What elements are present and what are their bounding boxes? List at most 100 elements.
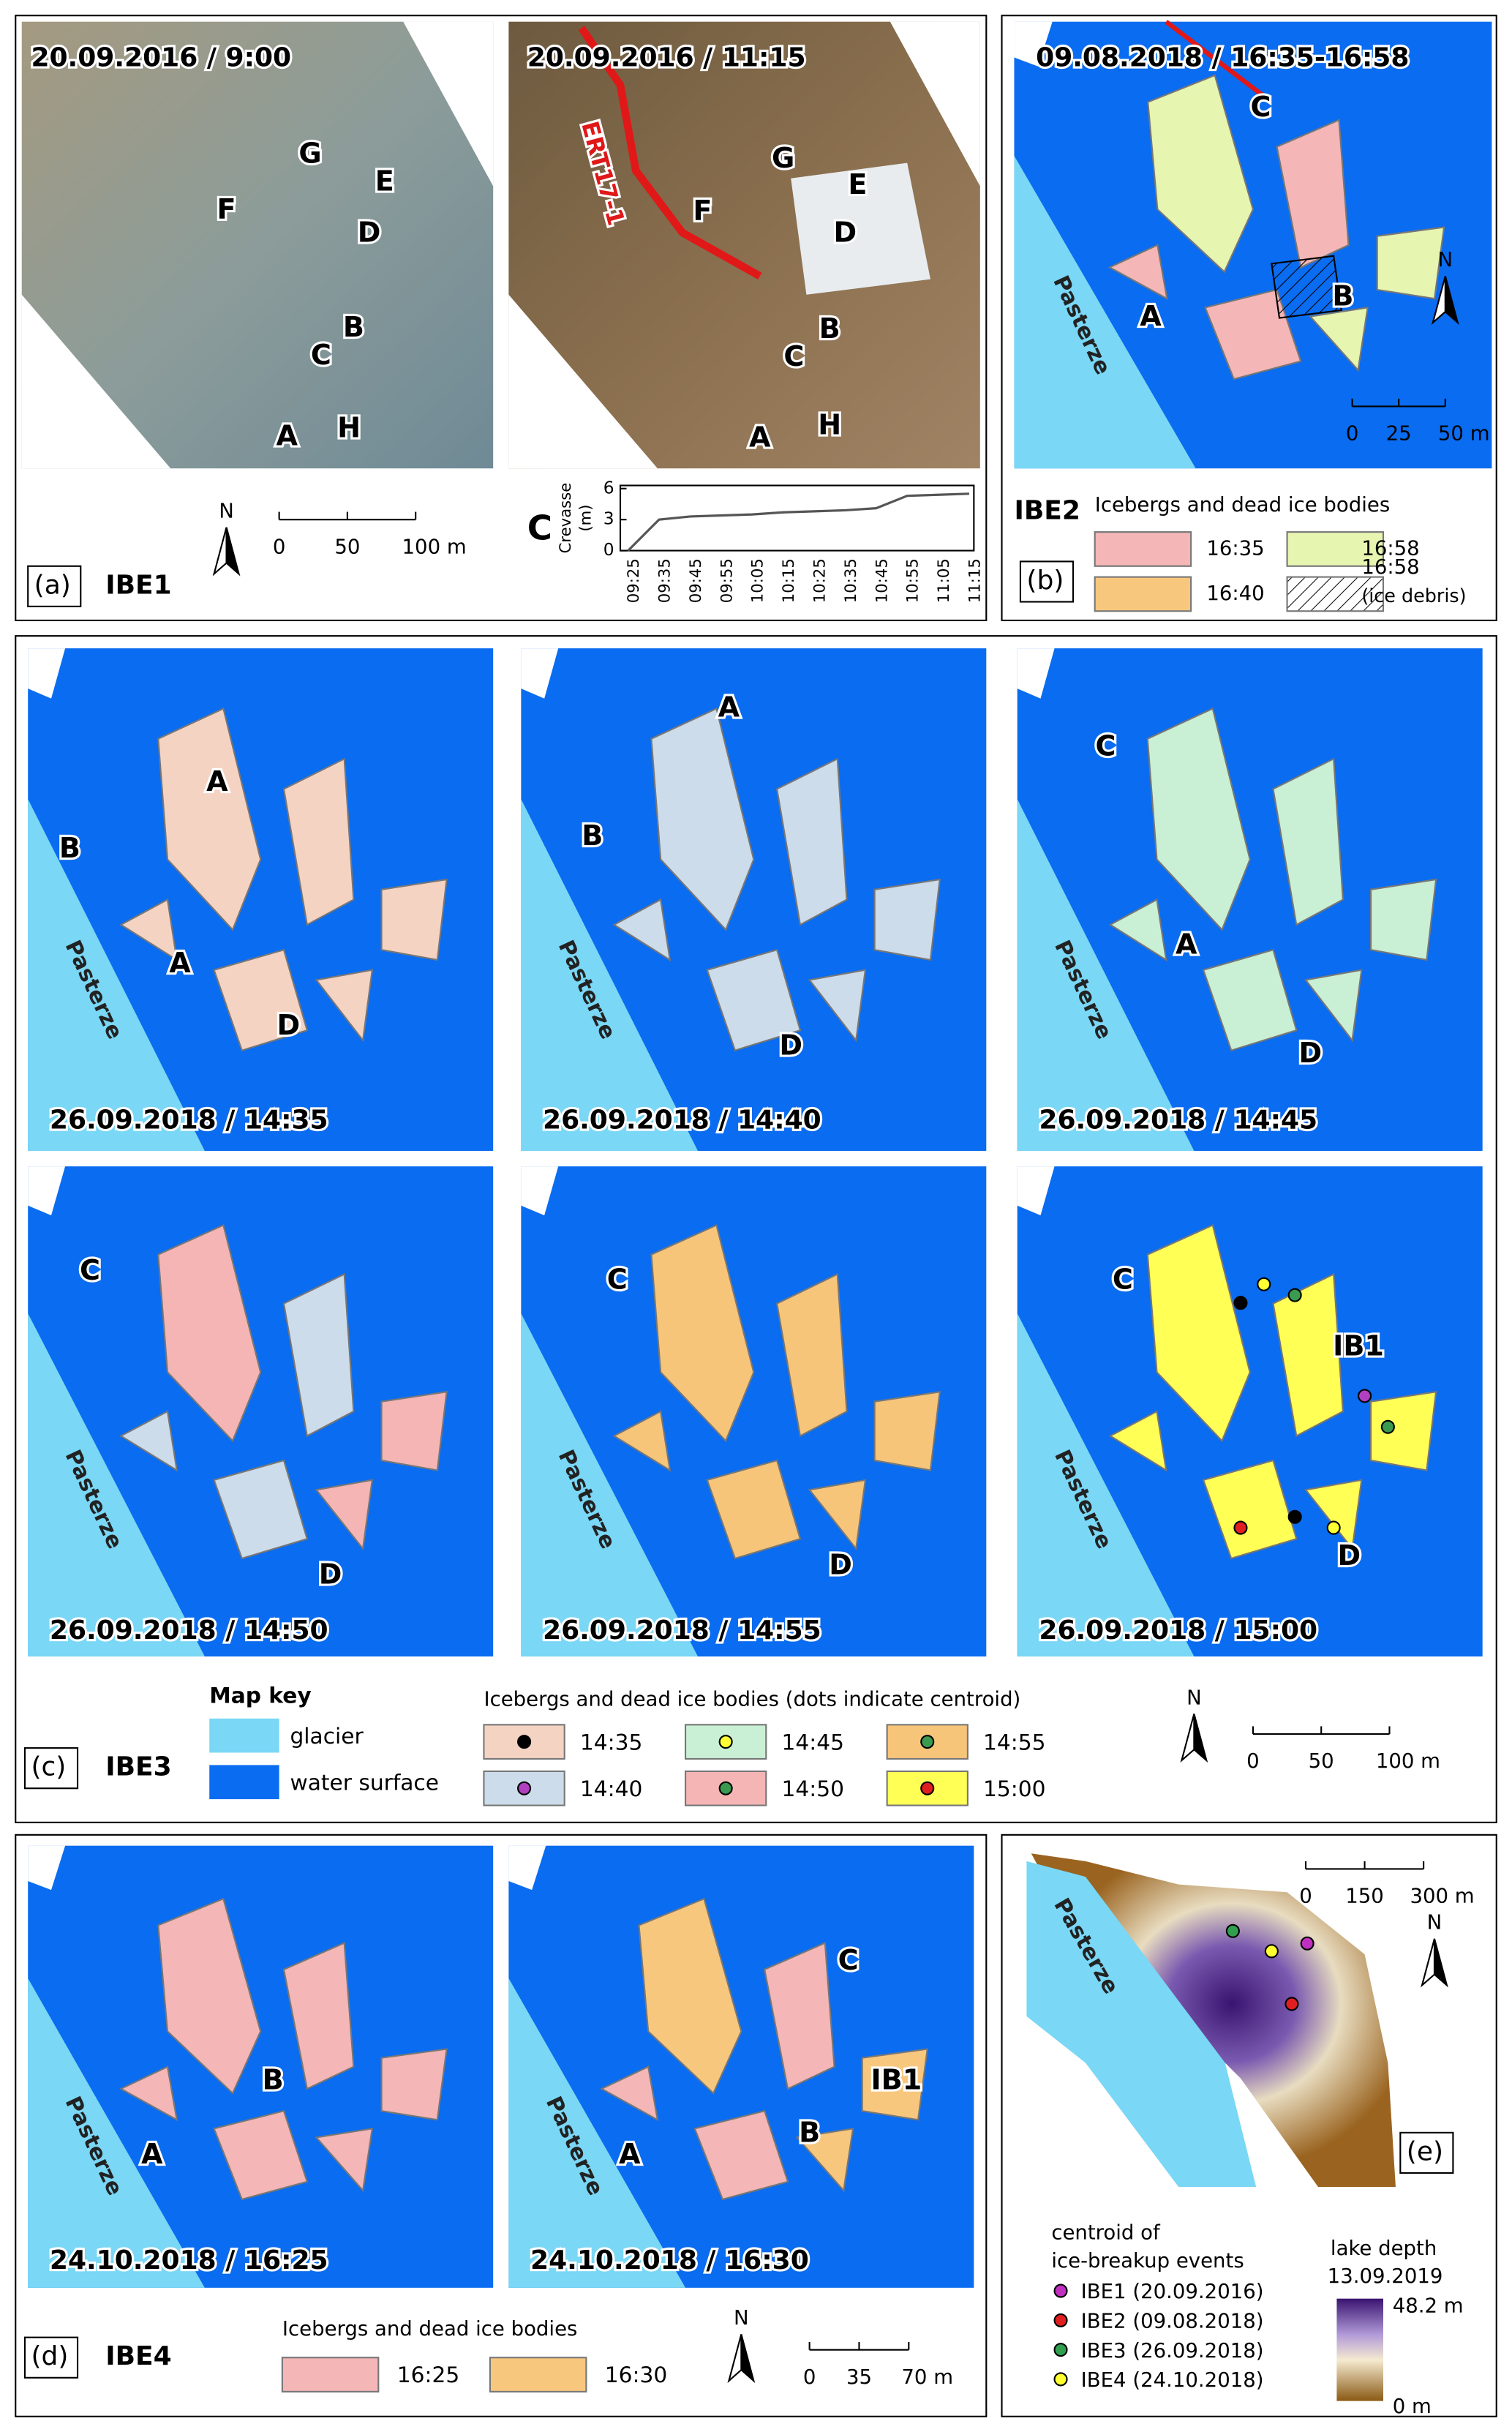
ice-body (315, 2128, 374, 2193)
legend-label: IBE2 (09.08.2018) (1081, 2309, 1264, 2332)
x-tick-label: 11:15 (965, 558, 983, 603)
site-label: H (818, 408, 841, 440)
ice-body (706, 948, 802, 1051)
centroid-dot (1358, 1389, 1372, 1403)
ice-body (1369, 1391, 1437, 1471)
scale-label: 300 m (1410, 1885, 1474, 1908)
legend-label: 16:58 (1361, 555, 1419, 579)
centroid-dot (1264, 1944, 1279, 1959)
legend-dot (1053, 2372, 1068, 2387)
depth-label: 48.2 m (1393, 2294, 1464, 2317)
panel-frame (1001, 15, 1497, 622)
scale-label: 50 (334, 535, 360, 558)
legend-label: 16:35 (1206, 536, 1264, 560)
legend-swatch (281, 2357, 380, 2392)
ice-body (315, 969, 374, 1043)
ice-body (693, 2109, 789, 2201)
site-label: H (337, 412, 361, 444)
x-tick-label: 11:05 (934, 558, 952, 603)
north-arrow (225, 527, 241, 577)
centroid-dot (1300, 1936, 1314, 1951)
scale-label: 50 (1309, 1749, 1334, 1773)
timestamp: 20.09.2016 / 11:15 (527, 43, 806, 73)
ice-body (213, 1459, 309, 1560)
ice-debris (1271, 255, 1342, 319)
north-label: N (1186, 1686, 1202, 1709)
legend-dot (1053, 2283, 1068, 2298)
scale-label: 0 (273, 535, 286, 558)
timestamp: 26.09.2018 / 14:55 (543, 1615, 821, 1645)
ice-body (380, 878, 448, 961)
site-label: C (607, 1264, 628, 1296)
land (28, 1166, 66, 1216)
y-axis-label: (m) (576, 504, 594, 531)
scale-label: 35 (846, 2365, 872, 2389)
scale-label: 100 m (1376, 1749, 1440, 1773)
panel-frame (1001, 1834, 1497, 2417)
legend-dot (517, 1735, 532, 1749)
ice-body (1202, 1459, 1298, 1560)
profile-line (578, 26, 762, 279)
legend-label: 14:55 (983, 1729, 1045, 1754)
ice-body (650, 708, 755, 931)
legend-title: centroid of (1051, 2221, 1161, 2245)
panel-label: (c) (31, 1752, 66, 1782)
x-tick-label: 10:55 (903, 558, 922, 603)
legend-label: 14:40 (580, 1776, 642, 1801)
scale-label: 0 (1346, 422, 1359, 446)
panel-frame (15, 1834, 988, 2417)
site-label: F (693, 195, 712, 227)
x-tick-label: 09:35 (655, 558, 673, 603)
site-label: D (779, 1029, 802, 1061)
site-label: A (1176, 928, 1197, 961)
chart-frame (619, 484, 975, 552)
north-arrow (740, 2334, 756, 2384)
site-label: E (375, 165, 394, 198)
x-tick-label: 10:15 (779, 558, 797, 603)
panel-frame (15, 15, 988, 622)
site-label: A (749, 421, 771, 453)
ice-body (1202, 948, 1298, 1051)
site-label: C (1251, 91, 1271, 123)
centroid-dot (1285, 1997, 1299, 2011)
site-label: B (819, 312, 840, 345)
site-label: B (1332, 280, 1353, 312)
event-label: IBE3 (105, 1752, 172, 1782)
legend-label: 16:30 (605, 2362, 667, 2387)
site-label: C (783, 340, 804, 372)
ice-body (1309, 307, 1369, 372)
land (28, 648, 66, 699)
site-label: A (169, 947, 191, 979)
land (521, 1166, 559, 1216)
site-label: D (1338, 1539, 1361, 1572)
timestamp: 26.09.2018 / 14:45 (1039, 1106, 1317, 1136)
panel-label: (b) (1026, 566, 1064, 596)
scale-label: 70 m (901, 2365, 953, 2389)
legend-dot (1053, 2313, 1068, 2327)
north-arrow (1180, 1714, 1195, 1763)
legend-swatch (1094, 576, 1192, 612)
legend-label: IBE4 (24.10.2018) (1081, 2368, 1264, 2392)
ice-body (1304, 1479, 1363, 1551)
legend-title: Icebergs and dead ice bodies (282, 2317, 578, 2341)
legend-swatch (1094, 531, 1192, 567)
ice-body (763, 1942, 835, 2090)
north-arrow (1433, 1938, 1448, 1988)
x-tick-label: 10:05 (748, 558, 767, 603)
scale-label: 25 (1386, 422, 1412, 446)
site-label: A (1140, 300, 1162, 332)
ice-body (1146, 1224, 1251, 1443)
ice-body (808, 1479, 867, 1551)
ice-body (315, 1479, 374, 1551)
north-arrow (212, 527, 227, 577)
scale-label: 50 m (1438, 422, 1490, 446)
ice-body (119, 1410, 178, 1472)
north-arrow (1431, 276, 1446, 326)
legend-label: 16:40 (1206, 582, 1264, 605)
north-arrow (1421, 1938, 1436, 1988)
centroid-dot (1257, 1277, 1271, 1291)
centroid-dot (1380, 1419, 1395, 1434)
panel-frame (15, 635, 1497, 1823)
scale-label: 100 m (402, 535, 467, 558)
